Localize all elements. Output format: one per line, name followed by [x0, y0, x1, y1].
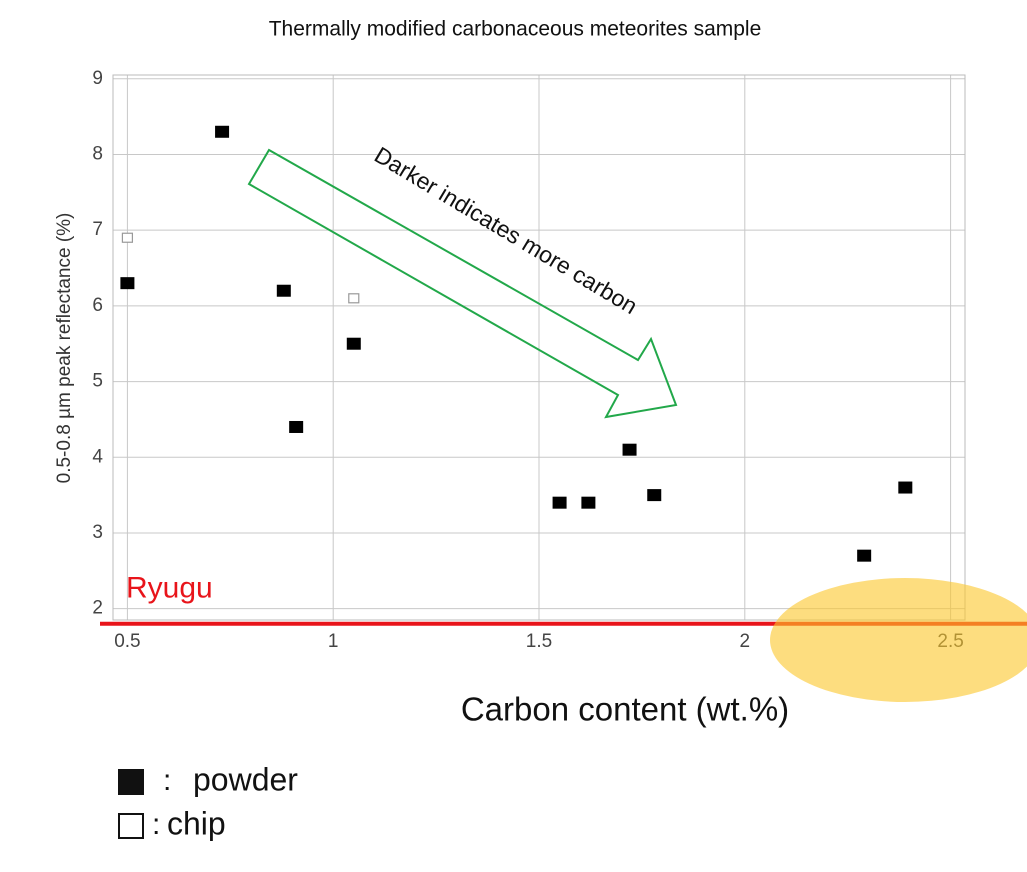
point — [276, 284, 291, 297]
point — [622, 443, 637, 456]
point — [289, 420, 304, 433]
x-tick-label: 1.5 — [526, 631, 552, 652]
reference-label: Ryugu — [126, 572, 213, 605]
point — [120, 277, 135, 290]
x-tick-label: 0.5 — [114, 631, 140, 652]
legend-marker — [118, 769, 144, 795]
x-tick-label: 2 — [740, 631, 751, 652]
y-axis-label: 0.5-0.8 µm peak reflectance (%) — [54, 213, 75, 484]
y-tick-label: 3 — [92, 522, 103, 543]
annotation-arrow — [247, 148, 678, 419]
legend-label: chip — [167, 805, 226, 841]
point — [215, 125, 230, 138]
legend-separator: : — [163, 764, 171, 797]
chart-title: Thermally modified carbonaceous meteorit… — [269, 18, 762, 41]
legend-label: powder — [193, 761, 298, 797]
point — [348, 293, 360, 304]
plot-frame — [112, 74, 966, 621]
point — [552, 496, 567, 509]
x-axis-label: Carbon content (wt.%) — [461, 691, 789, 728]
y-tick-label: 2 — [92, 598, 103, 619]
y-tick-label: 8 — [92, 143, 103, 164]
point — [581, 496, 596, 509]
point — [346, 337, 361, 350]
point — [898, 481, 913, 494]
point — [121, 232, 134, 243]
legend-separator: : — [152, 808, 160, 841]
x-tick-label: 1 — [328, 631, 339, 652]
point — [857, 549, 872, 562]
y-tick-label: 6 — [92, 295, 103, 316]
point — [647, 489, 662, 502]
y-tick-label: 9 — [92, 68, 103, 89]
y-tick-label: 4 — [92, 446, 103, 467]
highlight — [770, 578, 1027, 702]
y-tick-label: 7 — [92, 219, 103, 240]
y-tick-label: 5 — [92, 371, 103, 392]
legend-marker — [118, 813, 144, 839]
